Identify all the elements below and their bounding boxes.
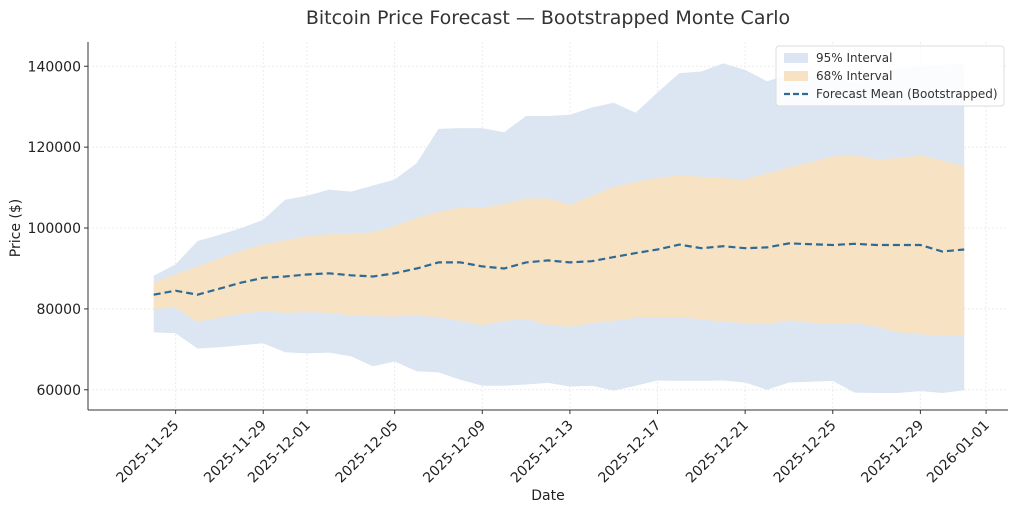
y-tick-label: 120000	[28, 140, 81, 156]
legend-swatch	[784, 53, 808, 63]
x-tick-label: 2025-11-25	[114, 418, 183, 487]
legend: 95% Interval 68% Interval Forecast Mean (B…	[775, 45, 1005, 107]
legend-label: 95% Interval	[816, 51, 892, 65]
band-68-interval	[153, 155, 965, 336]
legend-swatch	[784, 71, 808, 81]
x-tick-label: 2025-12-05	[333, 418, 402, 487]
x-tick-label: 2025-12-29	[858, 418, 927, 487]
forecast-mean-line	[153, 242, 965, 296]
x-tick-label: 2025-12-25	[771, 418, 840, 487]
x-tick-label: 2025-12-09	[420, 418, 489, 487]
legend-label: 68% Interval	[816, 69, 892, 83]
x-tick-label: 2025-12-17	[595, 418, 664, 487]
y-tick-label: 100000	[28, 221, 81, 237]
legend-box	[775, 45, 1005, 107]
x-axis-label: Date	[531, 488, 564, 504]
x-tick-label: 2025-12-13	[508, 418, 577, 487]
y-tick-label: 80000	[36, 302, 81, 318]
x-tick-label: 2026-01-01	[924, 418, 993, 487]
legend-label: Forecast Mean (Bootstrapped)	[816, 87, 998, 101]
y-axis-label: Price ($)	[8, 199, 24, 257]
x-tick-label: 2025-12-21	[683, 418, 752, 487]
band-layer	[153, 63, 965, 393]
y-tick-label: 140000	[28, 59, 81, 75]
chart-title: Bitcoin Price Forecast — Bootstrapped Mo…	[306, 7, 790, 29]
line-layer	[153, 242, 965, 296]
y-tick-label: 60000	[36, 383, 81, 399]
